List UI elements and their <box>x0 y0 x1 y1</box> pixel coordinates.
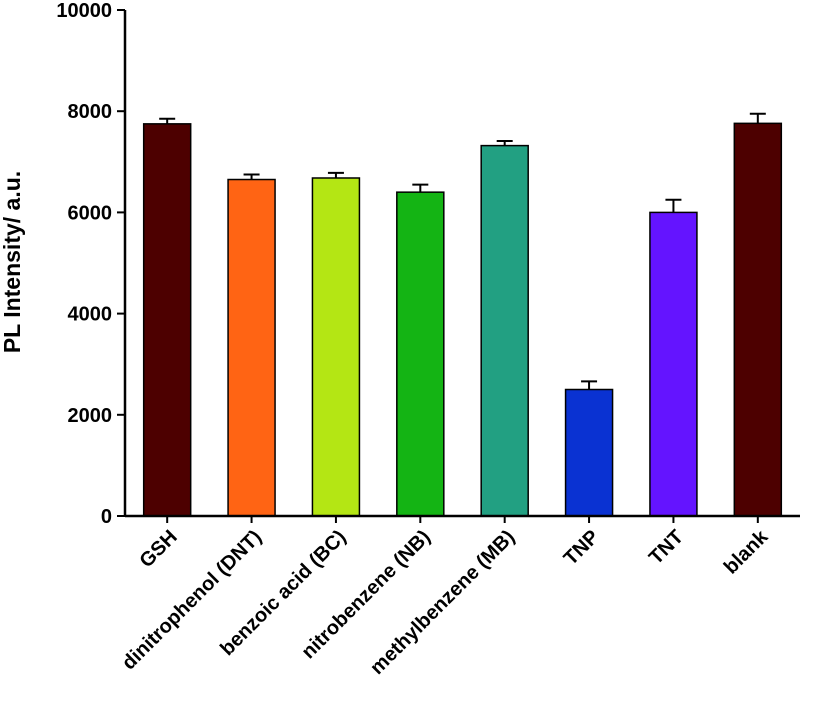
bar-4 <box>396 191 445 517</box>
bar-8 <box>733 122 783 517</box>
axes-layer <box>117 9 800 523</box>
bar-5 <box>480 144 529 517</box>
bars-layer <box>142 112 783 517</box>
y-tick-label-5: 8000 <box>68 101 113 123</box>
y-tick-label-1: 0 <box>101 506 112 528</box>
bar-7 <box>649 211 698 517</box>
bar-1 <box>142 123 192 517</box>
y-axis-title: PL Intensity/ a.u. <box>0 171 25 353</box>
category-label-8: blank <box>720 525 773 578</box>
category-label-5: methylbenzene (MB) <box>366 526 519 679</box>
bar-6 <box>564 388 614 517</box>
y-tick-label-4: 6000 <box>68 202 113 224</box>
category-label-7: TNT <box>645 526 688 569</box>
bar-2 <box>227 178 276 517</box>
bar-3 <box>311 177 361 517</box>
y-tick-label-6: 10000 <box>56 0 112 22</box>
category-label-1: GSH <box>136 526 182 572</box>
category-label-6: TNP <box>560 526 604 570</box>
y-tick-label-3: 4000 <box>68 304 113 326</box>
category-label-2: dinitrophenol (DNT) <box>118 526 266 674</box>
y-tick-label-2: 2000 <box>68 405 113 427</box>
